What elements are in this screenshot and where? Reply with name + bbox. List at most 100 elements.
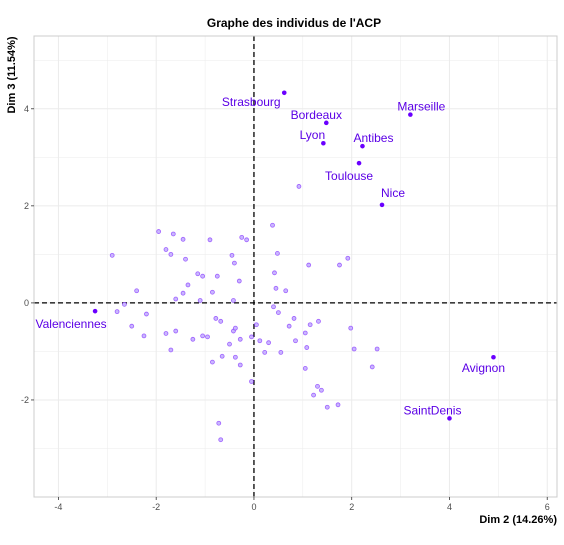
unlabeled-point bbox=[319, 387, 324, 393]
unlabeled-point bbox=[229, 252, 235, 258]
unlabeled-point bbox=[232, 325, 238, 331]
unlabeled-point bbox=[163, 331, 169, 336]
x-tick-label: 4 bbox=[447, 502, 452, 512]
labeled-point bbox=[281, 90, 287, 96]
point-label: SaintDenis bbox=[403, 403, 461, 417]
unlabeled-point bbox=[185, 282, 191, 288]
y-tick-label: 4 bbox=[24, 104, 29, 114]
unlabeled-point bbox=[283, 288, 289, 294]
unlabeled-point bbox=[244, 237, 250, 243]
unlabeled-point bbox=[237, 336, 243, 342]
unlabeled-point bbox=[237, 362, 243, 368]
unlabeled-point bbox=[170, 231, 176, 237]
unlabeled-point bbox=[205, 334, 210, 340]
point-label: Marseille bbox=[397, 100, 445, 114]
point-label: Lyon bbox=[300, 128, 326, 142]
unlabeled-point bbox=[302, 330, 308, 336]
unlabeled-point bbox=[262, 349, 268, 355]
labeled-point bbox=[447, 416, 452, 421]
unlabeled-point bbox=[163, 247, 169, 252]
panel-border bbox=[33, 35, 558, 498]
x-tick-label: 2 bbox=[349, 502, 354, 512]
unlabeled-point bbox=[231, 298, 236, 303]
unlabeled-point bbox=[197, 298, 203, 303]
labeled-point bbox=[491, 354, 496, 360]
unlabeled-point bbox=[214, 273, 220, 279]
reference-lines bbox=[34, 36, 557, 497]
labeled-point bbox=[323, 120, 329, 126]
labeled-point bbox=[360, 143, 365, 149]
unlabeled-point bbox=[239, 234, 245, 240]
unlabeled-point bbox=[306, 262, 312, 268]
labeled-point bbox=[356, 160, 362, 166]
unlabeled-point bbox=[253, 322, 259, 328]
y-tick-label: 0 bbox=[24, 298, 29, 308]
unlabeled-point bbox=[296, 184, 302, 189]
unlabeled-point bbox=[168, 251, 174, 257]
y-tick-label: -2 bbox=[21, 395, 29, 405]
unlabeled-point bbox=[232, 354, 238, 360]
unlabeled-point bbox=[270, 222, 275, 228]
unlabeled-point bbox=[315, 383, 320, 389]
unlabeled-point bbox=[272, 270, 277, 276]
unlabeled-point bbox=[286, 323, 292, 329]
labeled-points bbox=[92, 90, 496, 421]
unlabeled-point bbox=[190, 336, 196, 342]
labeled-point bbox=[92, 308, 98, 314]
x-axis-title: Dim 2 (14.26%) bbox=[479, 514, 557, 526]
unlabeled-point bbox=[195, 271, 201, 277]
labeled-point bbox=[408, 112, 413, 117]
labeled-point bbox=[379, 202, 385, 208]
point-label: Bordeaux bbox=[291, 108, 342, 122]
unlabeled-point bbox=[291, 316, 297, 321]
point-label: Avignon bbox=[462, 361, 505, 375]
unlabeled-point bbox=[168, 347, 174, 353]
chart-title: Graphe des individus de l'ACP bbox=[207, 16, 381, 30]
unlabeled-point bbox=[275, 310, 281, 316]
x-tick-label: 6 bbox=[545, 502, 550, 512]
unlabeled-point bbox=[210, 289, 215, 295]
unlabeled-point bbox=[257, 338, 263, 344]
unlabeled-point bbox=[134, 288, 140, 294]
unlabeled-point bbox=[129, 323, 135, 329]
y-axis-title: Dim 3 (11.54%) bbox=[6, 36, 18, 113]
x-tick-label: -2 bbox=[152, 502, 160, 512]
unlabeled-point bbox=[207, 237, 213, 243]
unlabeled-point bbox=[180, 236, 186, 242]
unlabeled-point bbox=[351, 346, 357, 352]
point-label: Nice bbox=[381, 186, 405, 200]
unlabeled-point bbox=[236, 278, 242, 284]
unlabeled-point bbox=[183, 256, 188, 262]
unlabeled-point bbox=[156, 229, 162, 234]
unlabeled-point bbox=[219, 353, 225, 359]
unlabeled-point bbox=[348, 325, 354, 331]
unlabeled-point bbox=[337, 262, 342, 268]
unlabeled-point bbox=[311, 392, 316, 398]
unlabeled-point bbox=[200, 333, 206, 339]
point-label: Toulouse bbox=[325, 169, 373, 183]
unlabeled-point bbox=[218, 437, 224, 443]
unlabeled-point bbox=[200, 273, 206, 279]
unlabeled-point bbox=[122, 301, 127, 307]
unlabeled-point bbox=[141, 333, 147, 339]
unlabeled-point bbox=[302, 366, 308, 371]
unlabeled-point bbox=[273, 285, 279, 291]
unlabeled-points bbox=[109, 184, 380, 443]
unlabeled-point bbox=[173, 296, 179, 302]
axis-ticks: -4 -2 0 2 4 6 -2 0 2 4 bbox=[21, 104, 550, 512]
unlabeled-point bbox=[249, 379, 254, 384]
unlabeled-point bbox=[369, 364, 375, 370]
unlabeled-point bbox=[304, 345, 310, 350]
x-tick-label: -4 bbox=[54, 502, 62, 512]
unlabeled-point bbox=[307, 322, 313, 328]
unlabeled-point bbox=[316, 318, 321, 324]
unlabeled-point bbox=[210, 359, 215, 365]
unlabeled-point bbox=[144, 311, 149, 317]
point-labels: Strasbourg Bordeaux Marseille Lyon Antibes To… bbox=[36, 95, 506, 418]
unlabeled-point bbox=[345, 255, 351, 261]
unlabeled-point bbox=[278, 349, 284, 355]
y-tick-label: 2 bbox=[24, 201, 29, 211]
point-label: Strasbourg bbox=[222, 95, 281, 109]
